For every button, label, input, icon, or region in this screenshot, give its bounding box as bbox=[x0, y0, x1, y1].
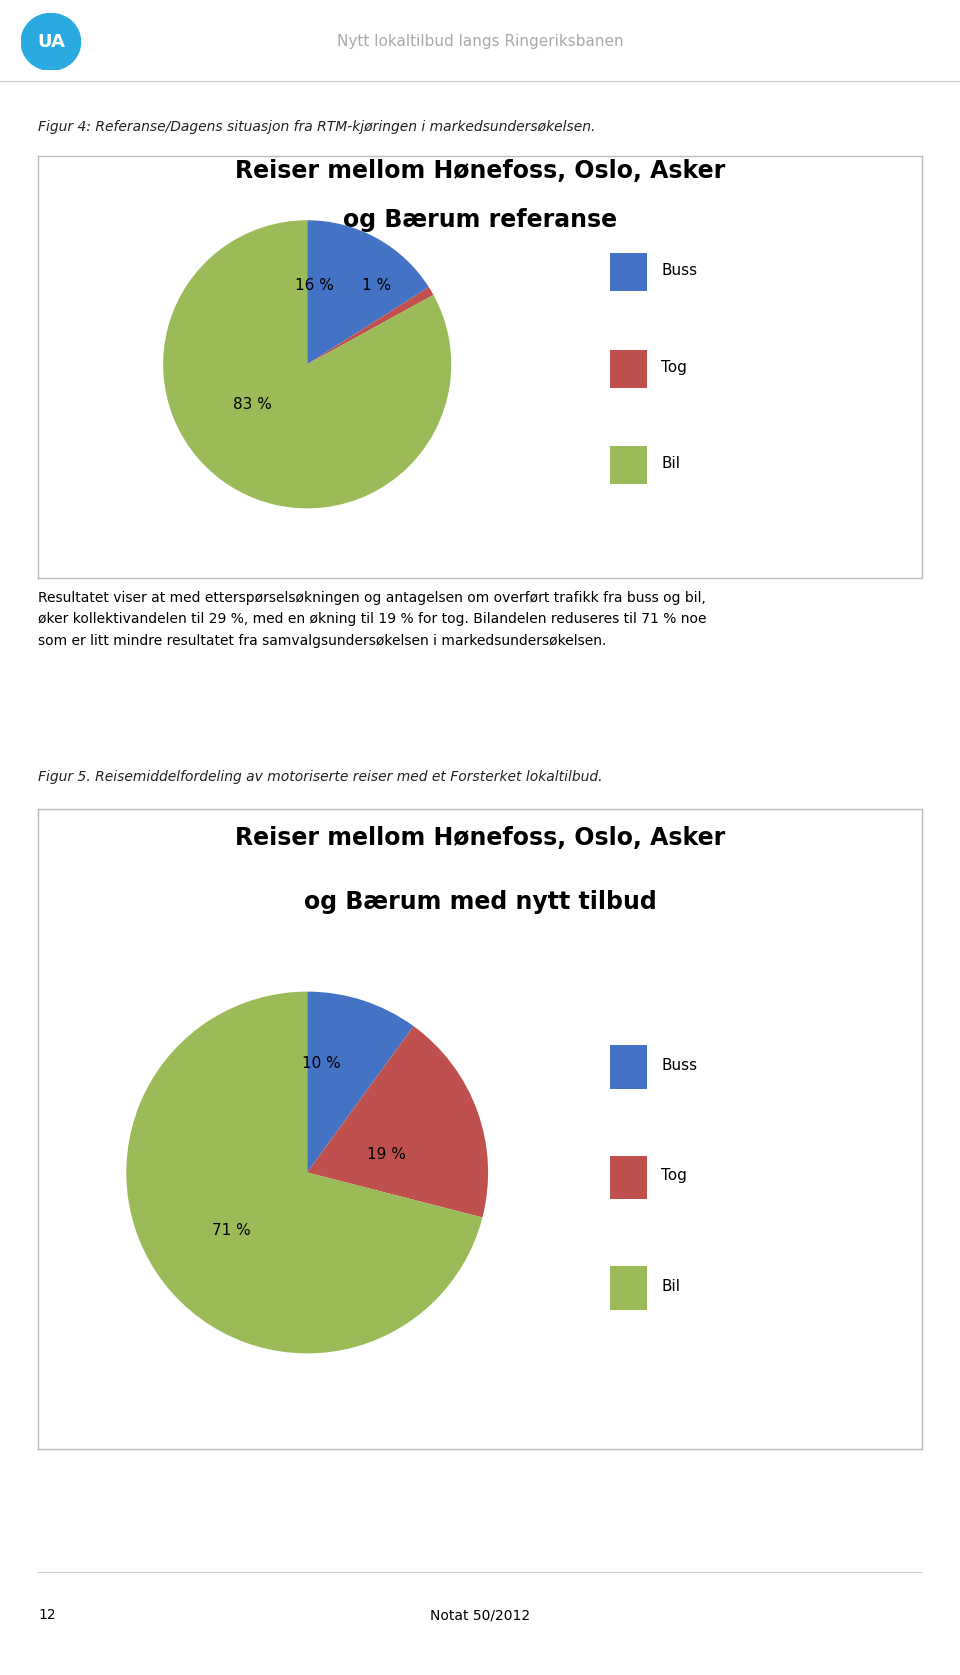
Text: og Bærum med nytt tilbud: og Bærum med nytt tilbud bbox=[303, 891, 657, 915]
Text: og Bærum referanse: og Bærum referanse bbox=[343, 208, 617, 233]
Text: Bil: Bil bbox=[661, 457, 681, 471]
Text: 12: 12 bbox=[38, 1608, 56, 1621]
Text: Bil: Bil bbox=[661, 1280, 681, 1293]
Text: Tog: Tog bbox=[661, 1169, 687, 1183]
Text: Tog: Tog bbox=[661, 360, 687, 375]
Wedge shape bbox=[307, 221, 429, 365]
Text: 19 %: 19 % bbox=[368, 1147, 406, 1162]
Wedge shape bbox=[163, 219, 451, 508]
Text: Nytt lokaltilbud langs Ringeriksbanen: Nytt lokaltilbud langs Ringeriksbanen bbox=[337, 35, 623, 49]
Wedge shape bbox=[307, 992, 414, 1172]
Bar bbox=[610, 1266, 647, 1310]
Circle shape bbox=[21, 13, 81, 70]
Bar bbox=[610, 1045, 647, 1089]
Text: 1 %: 1 % bbox=[362, 278, 391, 293]
Text: Figur 4: Referanse/Dagens situasjon fra RTM-kjøringen i markedsundersøkelsen.: Figur 4: Referanse/Dagens situasjon fra … bbox=[38, 121, 596, 134]
Wedge shape bbox=[307, 1027, 488, 1218]
Text: Buss: Buss bbox=[661, 263, 698, 278]
Text: Reiser mellom Hønefoss, Oslo, Asker: Reiser mellom Hønefoss, Oslo, Asker bbox=[235, 159, 725, 183]
Bar bbox=[610, 350, 647, 389]
Text: Figur 5. Reisemiddelfordeling av motoriserte reiser med et Forsterket lokaltilbu: Figur 5. Reisemiddelfordeling av motoris… bbox=[38, 770, 603, 784]
Bar bbox=[610, 1156, 647, 1199]
Bar bbox=[610, 447, 647, 484]
Text: UA: UA bbox=[36, 34, 65, 50]
Wedge shape bbox=[127, 992, 483, 1353]
Text: 71 %: 71 % bbox=[212, 1223, 251, 1238]
Text: 83 %: 83 % bbox=[233, 397, 272, 412]
Text: Reiser mellom Hønefoss, Oslo, Asker: Reiser mellom Hønefoss, Oslo, Asker bbox=[235, 826, 725, 849]
Text: Resultatet viser at med etterspørselsøkningen og antagelsen om overført trafikk : Resultatet viser at med etterspørselsøkn… bbox=[38, 591, 707, 648]
Text: Notat 50/2012: Notat 50/2012 bbox=[430, 1608, 530, 1621]
Text: 10 %: 10 % bbox=[302, 1057, 341, 1072]
Bar bbox=[610, 253, 647, 291]
Text: 16 %: 16 % bbox=[295, 278, 334, 293]
Text: Buss: Buss bbox=[661, 1059, 698, 1072]
Wedge shape bbox=[307, 286, 433, 365]
